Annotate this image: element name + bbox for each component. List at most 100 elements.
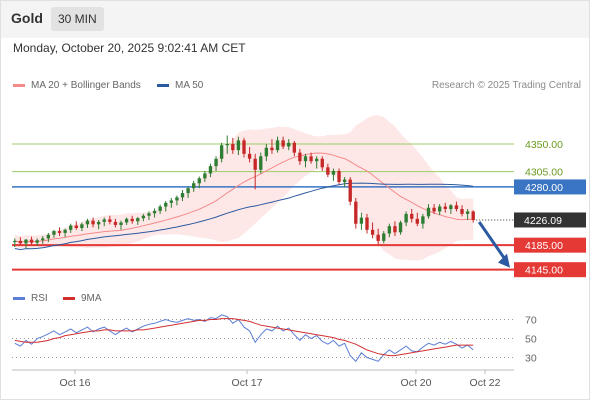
- candle-body: [460, 209, 464, 214]
- candle-body: [225, 144, 229, 146]
- candle-body: [410, 213, 414, 219]
- candle-body: [152, 210, 157, 214]
- candle-body: [136, 218, 140, 222]
- legend-ma20: MA 20 + Bollinger Bands: [13, 80, 141, 91]
- candle-body: [96, 221, 101, 225]
- level-tag-2: [514, 179, 586, 195]
- rsi-swatch-icon: [13, 297, 25, 300]
- candle-body: [69, 225, 73, 230]
- ma20-line: [14, 152, 474, 243]
- rsi-tick-label-30: 30: [525, 353, 537, 365]
- candle-body: [437, 206, 442, 212]
- candle-body: [175, 197, 179, 201]
- candle-body: [197, 178, 201, 184]
- candle-body: [186, 188, 190, 194]
- level-label-3: 4185.00: [525, 240, 563, 252]
- x-tick-label: Oct 17: [232, 377, 263, 389]
- candle-body: [398, 222, 403, 233]
- candle-body: [63, 229, 67, 233]
- candle-body: [164, 202, 168, 207]
- candle-body: [376, 234, 380, 241]
- candle-body: [24, 239, 28, 244]
- candle-body: [124, 218, 129, 223]
- candle-body: [208, 166, 213, 174]
- x-tick-label: Oct 16: [60, 377, 91, 389]
- candle-body: [314, 158, 319, 162]
- forecast-arrow-head-icon: [498, 253, 510, 268]
- candle-body: [393, 226, 397, 233]
- candle-body: [52, 231, 56, 235]
- legend-rsi-label: RSI: [31, 293, 48, 304]
- x-tick-label: Oct 20: [401, 377, 432, 389]
- candle-body: [192, 183, 196, 189]
- datetime-label: Monday, October 20, 2025 9:02:41 AM CET: [13, 41, 246, 55]
- candle-body: [337, 171, 341, 183]
- candle-body: [29, 239, 34, 243]
- candle-body: [415, 218, 419, 224]
- candle-body: [85, 220, 90, 225]
- timeframe-badge[interactable]: 30 MIN: [51, 7, 104, 31]
- candle-body: [46, 234, 51, 239]
- candle-body: [80, 224, 84, 228]
- candle-body: [443, 206, 447, 209]
- level-label-2: 4280.00: [525, 182, 563, 194]
- candle-body: [169, 200, 174, 203]
- level-label-0: 4350.00: [525, 139, 563, 151]
- candle-body: [242, 140, 246, 154]
- candle-body: [91, 220, 95, 225]
- candle-body: [471, 211, 475, 221]
- candle-body: [259, 156, 263, 170]
- candle-body: [253, 158, 257, 170]
- rsi-series-9ma-line: [14, 318, 474, 357]
- candle-body: [119, 222, 123, 225]
- candle-body: [203, 173, 207, 179]
- ma50-swatch-icon: [157, 84, 169, 87]
- candle-body: [354, 201, 358, 224]
- level-label-1: 4305.00: [525, 167, 563, 179]
- candle-body: [108, 219, 112, 222]
- ma50-line: [14, 182, 474, 251]
- candle-body: [130, 218, 134, 222]
- rsi-series-rsi-line: [14, 314, 474, 363]
- rsi-tick-label-50: 50: [525, 334, 537, 346]
- legend-9ma: 9MA: [63, 293, 102, 304]
- candle-body: [219, 145, 224, 159]
- x-tick-label: Oct 22: [470, 377, 501, 389]
- candle-body: [141, 215, 146, 219]
- candle-body: [281, 140, 285, 147]
- candle-body: [426, 207, 431, 217]
- last-price-label: 4226.09: [524, 215, 562, 227]
- candle-body: [113, 221, 118, 225]
- credit-text: Research © 2025 Trading Central: [431, 80, 581, 91]
- ma9-swatch-icon: [63, 297, 75, 300]
- ma20-swatch-icon: [13, 84, 25, 87]
- legend-ma50: MA 50: [157, 80, 203, 91]
- legend-rsi: RSI: [13, 293, 48, 304]
- candle-body: [454, 205, 459, 209]
- legend-9ma-label: 9MA: [81, 293, 102, 304]
- candle-body: [370, 229, 375, 235]
- forecast-arrow-shaft: [477, 221, 508, 262]
- candle-body: [247, 153, 252, 159]
- candle-body: [382, 233, 386, 241]
- candle-body: [214, 158, 218, 167]
- candle-body: [292, 142, 296, 153]
- candle-body: [74, 225, 78, 228]
- bollinger-band-area: [14, 115, 474, 261]
- candle-body: [298, 152, 302, 162]
- candle-body: [387, 226, 392, 234]
- candle-body: [18, 240, 23, 244]
- candle-body: [264, 147, 269, 157]
- candle-body: [303, 156, 308, 162]
- candle-body: [275, 140, 280, 151]
- candle-body: [359, 217, 364, 224]
- candle-body: [35, 240, 39, 243]
- candle-body: [342, 179, 347, 183]
- candle-body: [13, 240, 17, 243]
- candle-body: [432, 207, 436, 212]
- candle-body: [287, 142, 291, 147]
- candle-body: [158, 206, 162, 211]
- candle-body: [180, 193, 185, 198]
- candle-body: [465, 211, 470, 214]
